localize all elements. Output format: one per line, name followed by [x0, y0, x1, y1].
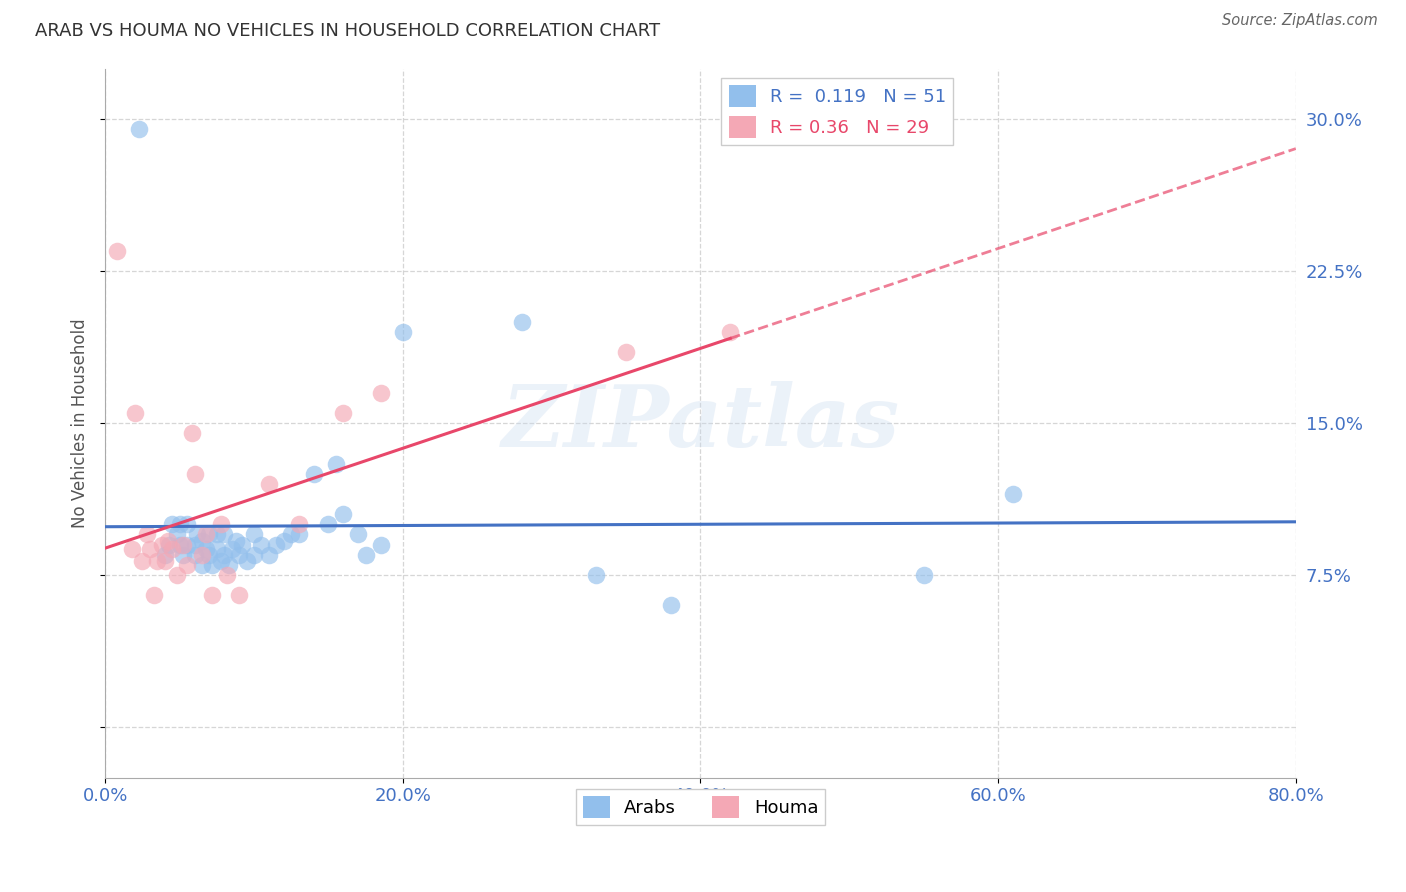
Point [172, 538, 194, 552]
Point [280, 527, 302, 541]
Point [912, 568, 935, 582]
Point [191, 558, 214, 572]
Point [180, 426, 202, 441]
Text: ZIPatlas: ZIPatlas [502, 381, 900, 465]
Point [153, 548, 176, 562]
Point [218, 558, 240, 572]
Point [198, 527, 221, 541]
Point [166, 527, 188, 541]
Point [257, 548, 280, 562]
Point [214, 548, 236, 562]
Point [105, 244, 128, 258]
Point [228, 548, 250, 562]
Point [250, 538, 273, 552]
Point [124, 406, 146, 420]
Point [183, 548, 205, 562]
Point [325, 457, 347, 471]
Point [128, 122, 150, 136]
Point [1001, 487, 1024, 501]
Point [209, 554, 232, 568]
Point [243, 527, 266, 541]
Point [354, 548, 377, 562]
Point [287, 527, 309, 541]
Point [370, 538, 392, 552]
Point [157, 538, 180, 552]
Point [201, 588, 224, 602]
Point [243, 548, 266, 562]
Point [201, 558, 224, 572]
Point [191, 533, 214, 548]
Point [217, 568, 239, 582]
Point [659, 599, 682, 613]
Point [176, 558, 198, 572]
Point [235, 554, 257, 568]
Point [392, 325, 415, 339]
Point [160, 517, 183, 532]
Point [166, 568, 188, 582]
Point [191, 548, 214, 562]
Point [183, 538, 205, 552]
Point [205, 541, 228, 556]
Point [121, 541, 143, 556]
Point [160, 541, 183, 556]
Legend: Arabs, Houma: Arabs, Houma [575, 789, 825, 825]
Point [332, 507, 354, 521]
Point [156, 533, 179, 548]
Point [257, 476, 280, 491]
Point [150, 538, 173, 552]
Point [169, 538, 191, 552]
Point [585, 568, 607, 582]
Point [198, 548, 221, 562]
Point [347, 527, 370, 541]
Point [266, 538, 288, 552]
Point [172, 548, 194, 562]
Point [302, 467, 325, 481]
Point [718, 325, 741, 339]
Point [205, 527, 228, 541]
Point [370, 385, 392, 400]
Point [135, 527, 157, 541]
Text: Source: ZipAtlas.com: Source: ZipAtlas.com [1222, 13, 1378, 29]
Point [614, 345, 637, 359]
Point [153, 554, 176, 568]
Point [139, 541, 162, 556]
Point [273, 533, 295, 548]
Point [231, 538, 253, 552]
Point [510, 315, 533, 329]
Point [169, 517, 191, 532]
Text: ARAB VS HOUMA NO VEHICLES IN HOUSEHOLD CORRELATION CHART: ARAB VS HOUMA NO VEHICLES IN HOUSEHOLD C… [35, 22, 661, 40]
Point [183, 467, 205, 481]
Point [176, 517, 198, 532]
Point [225, 533, 247, 548]
Point [131, 554, 153, 568]
Point [209, 517, 232, 532]
Point [195, 541, 218, 556]
Point [146, 554, 169, 568]
Y-axis label: No Vehicles in Household: No Vehicles in Household [72, 318, 89, 528]
Point [195, 527, 218, 541]
Point [176, 538, 198, 552]
Point [332, 406, 354, 420]
Point [221, 541, 243, 556]
Point [287, 517, 309, 532]
Point [228, 588, 250, 602]
Point [318, 517, 340, 532]
Point [214, 527, 236, 541]
Point [143, 588, 166, 602]
Point [186, 527, 208, 541]
